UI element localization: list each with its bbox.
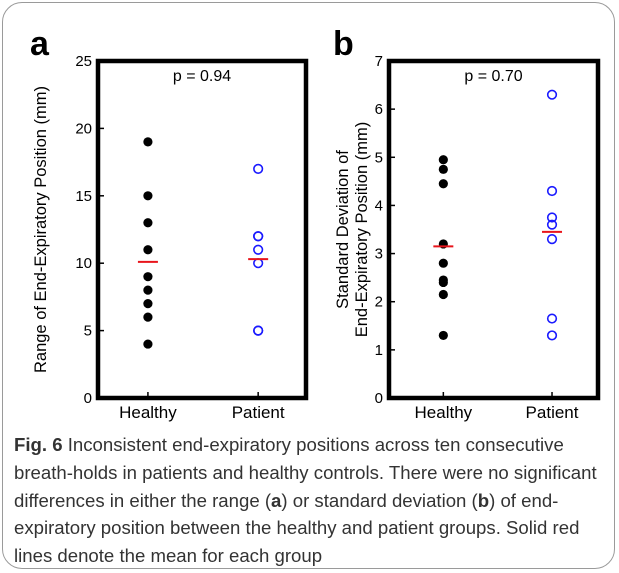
data-point-healthy bbox=[438, 155, 448, 165]
y-tick-label: 5 bbox=[375, 149, 383, 166]
y-axis-label: Standard Deviation of bbox=[334, 150, 352, 309]
caption-fig-label: Fig. 6 bbox=[14, 434, 63, 455]
y-tick-label: 3 bbox=[375, 246, 383, 263]
y-tick-label: 10 bbox=[75, 255, 92, 272]
plot-frame bbox=[95, 58, 309, 401]
data-point-healthy bbox=[143, 245, 153, 255]
data-point-patient bbox=[546, 234, 558, 245]
data-point-healthy bbox=[143, 312, 153, 322]
data-point-healthy bbox=[143, 339, 153, 349]
y-tick-label: 15 bbox=[75, 188, 92, 205]
y-tick-label: 0 bbox=[375, 390, 383, 407]
panel-letter: b bbox=[333, 25, 354, 63]
data-point-healthy bbox=[143, 285, 153, 295]
x-tick-label: Patient bbox=[232, 403, 285, 422]
figure-caption: Fig. 6 Inconsistent end-expiratory posit… bbox=[14, 431, 610, 570]
panel-letter: a bbox=[30, 25, 50, 63]
data-point-patient bbox=[546, 219, 558, 230]
y-tick-label: 7 bbox=[375, 53, 383, 70]
caption-text-1: Inconsistent end-expiratory positions ac… bbox=[14, 434, 597, 511]
y-tick-label: 20 bbox=[75, 120, 92, 137]
data-point-patient bbox=[546, 212, 558, 223]
data-point-patient bbox=[253, 244, 264, 255]
data-point-healthy bbox=[438, 179, 448, 189]
y-tick-label: 2 bbox=[375, 294, 383, 311]
data-point-patient bbox=[546, 185, 558, 197]
plot-frame bbox=[386, 58, 601, 401]
caption-text-3: ) of end-expiratory position between the… bbox=[14, 489, 580, 567]
data-point-healthy bbox=[438, 277, 448, 288]
y-axis-label: Range of End-Expiratory Position (mm) bbox=[32, 86, 50, 373]
data-point-healthy bbox=[438, 289, 448, 300]
x-tick-label: Healthy bbox=[119, 403, 177, 422]
p-value-annotation: p = 0.94 bbox=[173, 68, 231, 85]
data-point-patient bbox=[253, 163, 264, 174]
figure-frame bbox=[2, 2, 615, 569]
data-point-healthy bbox=[438, 330, 448, 341]
caption-ref-b: b bbox=[477, 489, 490, 511]
y-axis-label: End-Expiratory Position (mm) bbox=[353, 122, 371, 337]
y-tick-label: 4 bbox=[375, 197, 383, 214]
x-tick-label: Healthy bbox=[415, 403, 473, 422]
y-tick-label: 1 bbox=[375, 342, 383, 359]
y-tick-label: 6 bbox=[375, 101, 383, 118]
data-point-patient bbox=[253, 325, 264, 336]
data-point-healthy bbox=[143, 299, 153, 309]
caption-text-2: ) or standard deviation ( bbox=[281, 489, 478, 511]
chart-panel-a: a 0 5 10 15 20 25 Healthy Patient Range of End-Ex… bbox=[30, 25, 309, 422]
x-tick-label: Patient bbox=[526, 403, 579, 422]
data-point-patient bbox=[546, 89, 558, 100]
data-point-healthy bbox=[143, 191, 153, 201]
y-tick-label: 0 bbox=[84, 390, 92, 407]
data-point-healthy bbox=[143, 272, 153, 282]
chart-panel-b: b 0 1 2 3 4 5 6 7 Healthy Patient Standard Deviatio… bbox=[333, 25, 601, 422]
y-tick-label: 5 bbox=[84, 323, 92, 340]
p-value-annotation: p = 0.70 bbox=[464, 68, 522, 85]
data-point-healthy bbox=[438, 258, 448, 268]
data-point-healthy bbox=[143, 137, 153, 147]
y-tick-label: 25 bbox=[75, 53, 92, 70]
data-point-patient bbox=[253, 258, 264, 269]
data-point-healthy bbox=[143, 218, 153, 228]
caption-ref-a: a bbox=[271, 489, 282, 511]
data-point-patient bbox=[253, 231, 264, 242]
data-point-patient bbox=[546, 313, 558, 324]
data-point-patient bbox=[546, 330, 558, 341]
data-point-healthy bbox=[438, 164, 448, 174]
